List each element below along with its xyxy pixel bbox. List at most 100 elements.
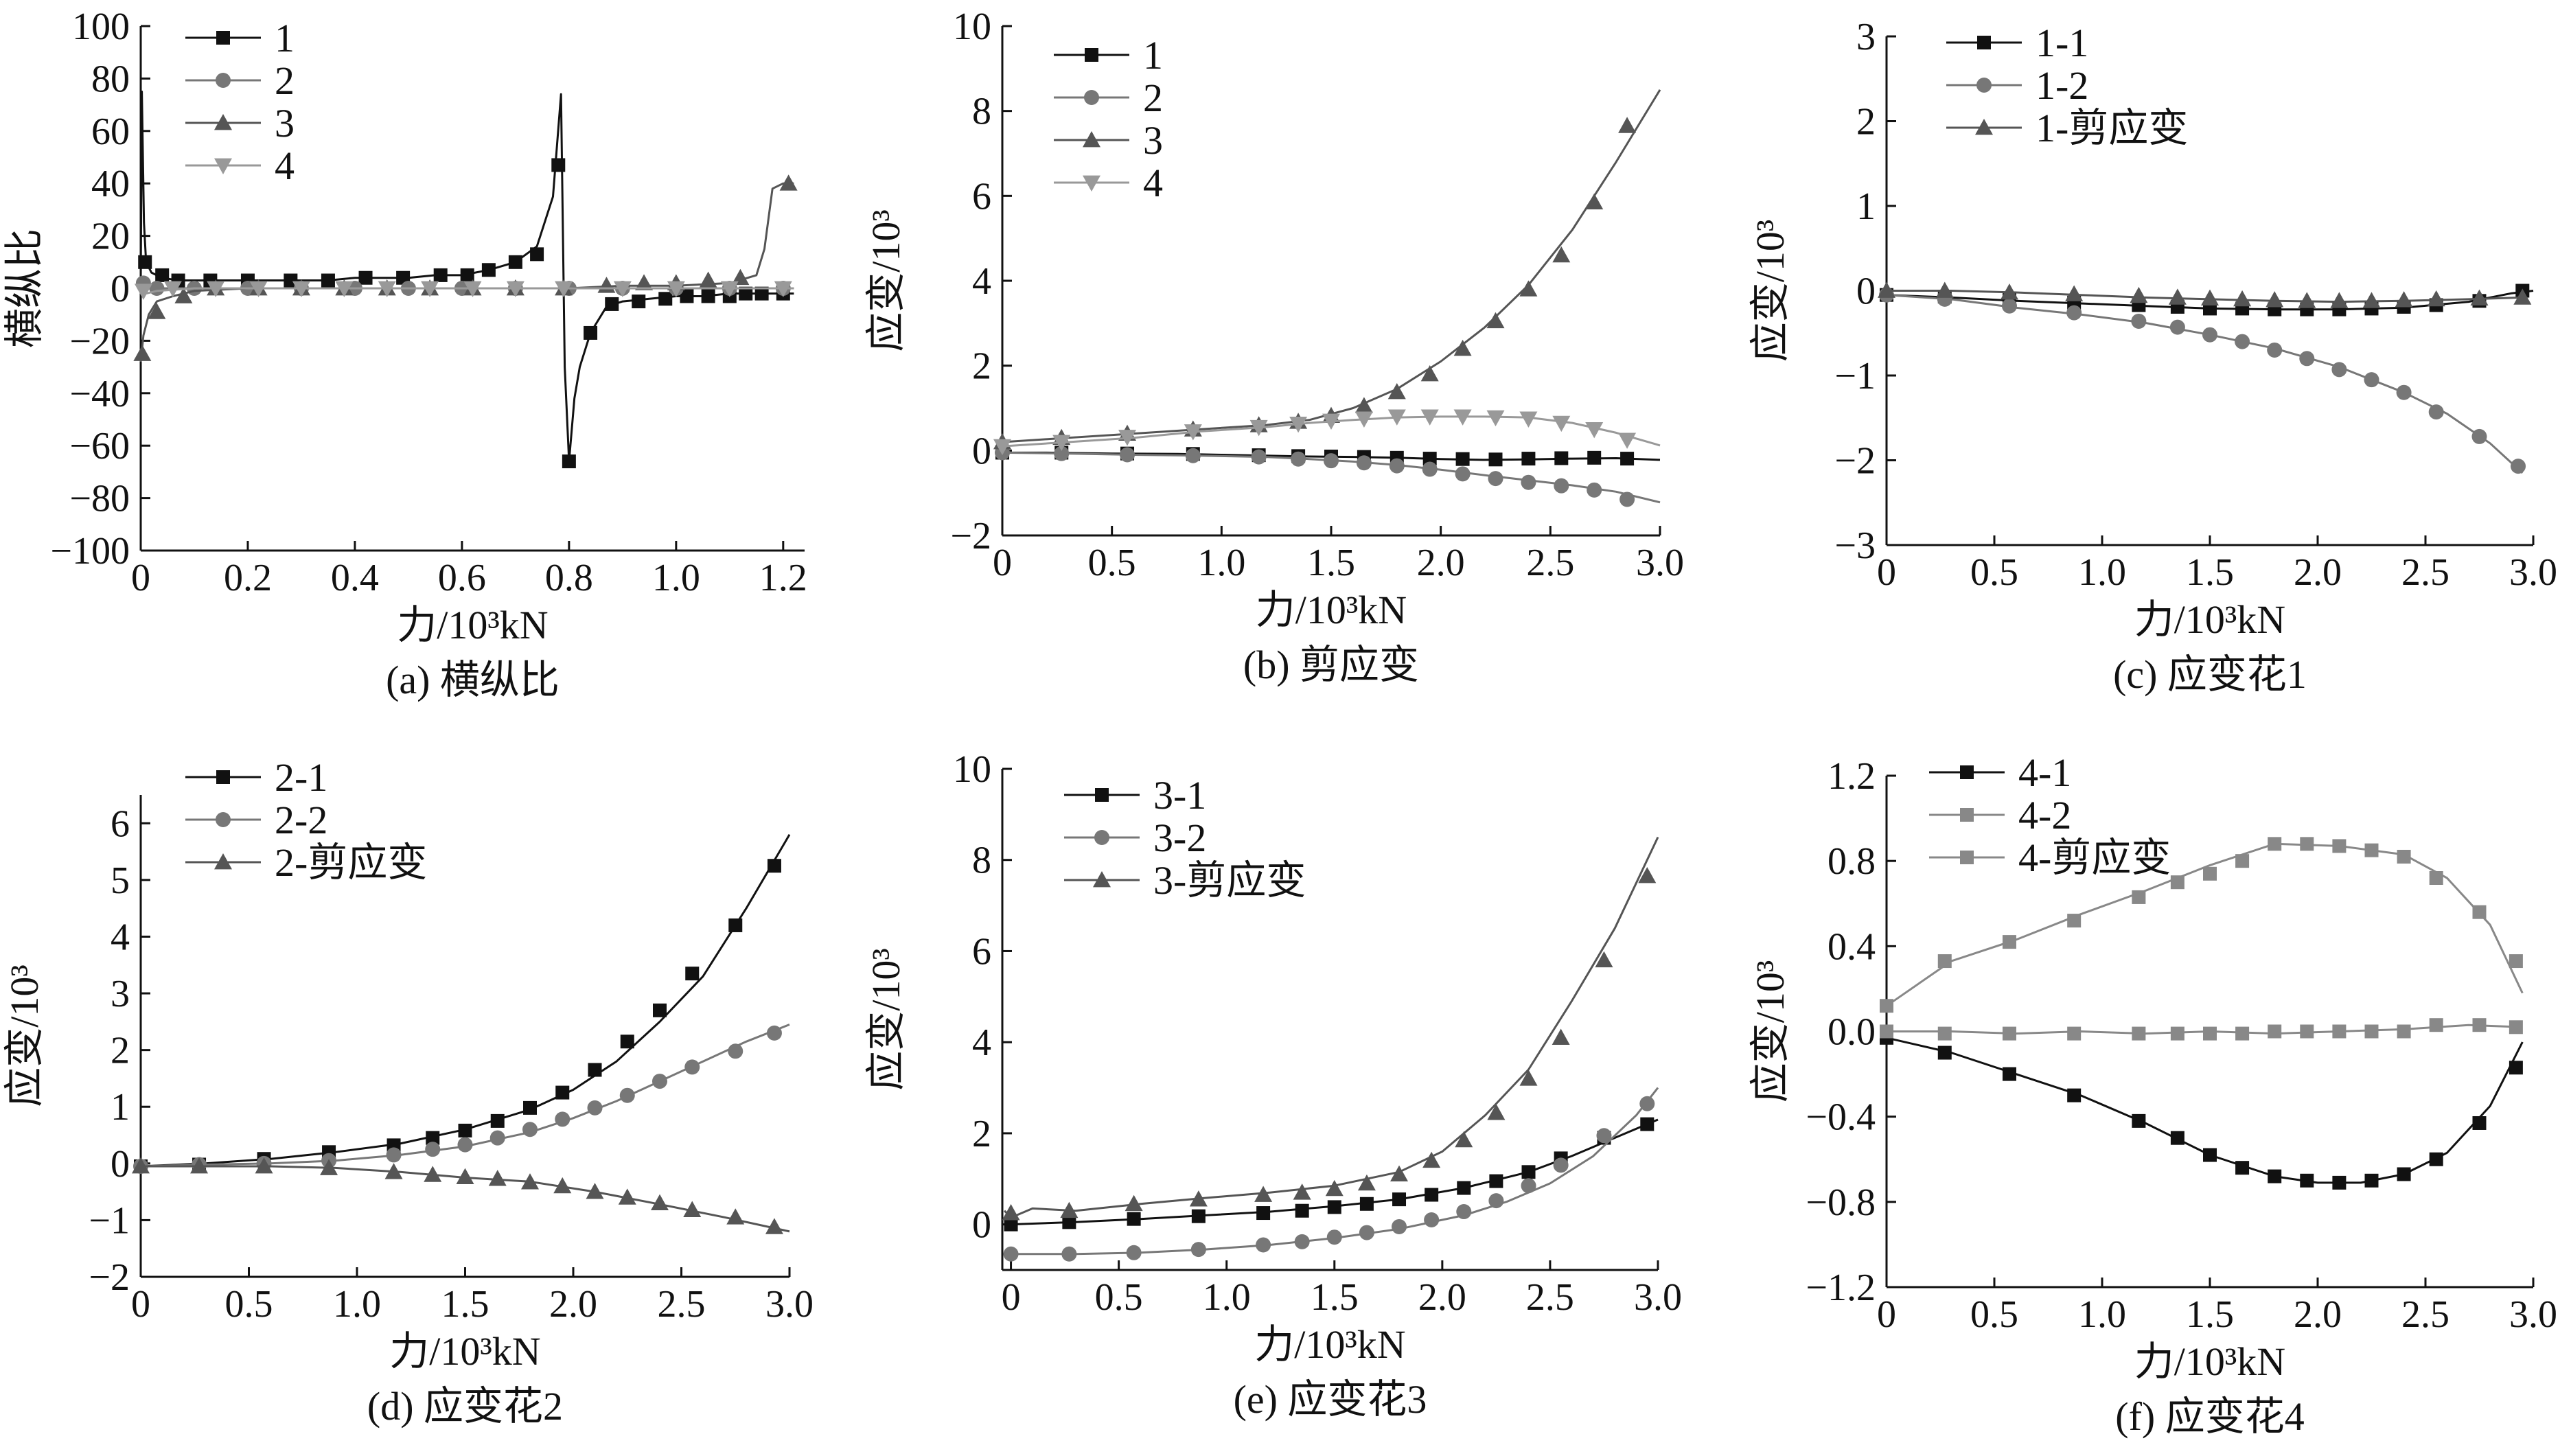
data-point	[2397, 849, 2411, 864]
data-point	[2471, 428, 2487, 444]
data-point	[2472, 905, 2487, 919]
y-tick-label: 3	[1856, 16, 1876, 58]
legend-label: 2	[275, 58, 295, 103]
data-point	[2066, 305, 2082, 321]
data-point	[1618, 432, 1637, 449]
data-point	[2202, 327, 2217, 343]
legend-marker	[216, 31, 230, 45]
data-point	[562, 454, 576, 469]
x-tick-label: 1.0	[1197, 542, 1245, 584]
data-point	[384, 1163, 403, 1179]
data-point	[2300, 837, 2314, 851]
y-tick-label: −2	[1834, 440, 1876, 483]
data-point	[2130, 286, 2148, 303]
y-tick-label: 40	[91, 163, 130, 205]
data-point	[320, 1159, 338, 1175]
x-tick-label: 1.5	[2186, 1293, 2234, 1336]
x-tick-label: 0	[131, 1283, 150, 1326]
data-point	[1519, 411, 1538, 428]
data-point	[1618, 117, 1637, 133]
data-point	[1552, 415, 1571, 432]
data-point	[463, 281, 482, 297]
legend-label: 4	[1143, 161, 1163, 205]
data-point	[1937, 1026, 1952, 1041]
data-point	[1125, 1194, 1143, 1212]
x-axis-label: 力/10³kN	[1254, 1322, 1405, 1367]
legend-marker	[1083, 175, 1100, 192]
data-point	[1249, 419, 1268, 437]
data-point	[1325, 1179, 1344, 1197]
data-point	[2397, 1024, 2411, 1039]
x-tick-label: 1.0	[333, 1283, 381, 1326]
data-point	[1521, 1165, 1536, 1179]
data-point	[2332, 839, 2347, 853]
data-point	[321, 273, 335, 288]
panel-caption: (a) 横纵比	[386, 658, 560, 702]
data-point	[726, 1208, 745, 1225]
y-tick-label: 8	[972, 840, 991, 882]
data-point	[1289, 416, 1308, 433]
legend-label: 2	[1143, 76, 1163, 120]
data-point	[2300, 1024, 2314, 1039]
data-point	[2067, 1026, 2082, 1041]
data-point	[521, 1173, 539, 1190]
data-point	[1002, 1204, 1020, 1221]
y-tick-label: 2	[1856, 101, 1876, 143]
data-point	[1294, 1234, 1310, 1249]
data-point	[1488, 1193, 1504, 1209]
data-point	[506, 281, 524, 297]
y-axis-label: 应变/10³	[1748, 960, 1792, 1103]
data-point	[1486, 410, 1505, 427]
data-point	[2268, 1024, 2282, 1039]
data-point	[1552, 246, 1571, 263]
x-tick-label: 3.0	[765, 1283, 814, 1326]
legend-marker	[1095, 788, 1109, 802]
data-point	[632, 294, 646, 309]
x-tick-label: 0.8	[545, 557, 593, 599]
data-point	[2203, 866, 2217, 881]
data-point	[2364, 1173, 2379, 1188]
chart-panel-1: 0 0.2 0.4 0.6 0.8 1.0 1.2 −100 −80 −60 −40 −20 0 20 40…	[2, 5, 807, 702]
data-point	[1189, 1190, 1208, 1207]
data-point	[1880, 999, 1893, 1013]
data-point	[651, 1194, 669, 1211]
data-point	[774, 281, 792, 297]
data-point	[739, 286, 753, 301]
data-point	[148, 303, 166, 319]
data-point	[555, 1111, 570, 1127]
data-point	[731, 268, 750, 286]
legend-label: 4-剪应变	[2018, 835, 2171, 880]
data-point	[1191, 1209, 1206, 1223]
data-point	[685, 967, 700, 981]
data-point	[425, 1142, 441, 1157]
data-point	[2299, 351, 2315, 367]
data-point	[132, 1157, 150, 1174]
data-point	[2170, 1026, 2184, 1041]
data-point	[1326, 1229, 1342, 1245]
x-tick-label: 0.6	[438, 557, 486, 599]
y-tick-label: 8	[972, 91, 991, 133]
legend-label: 3-剪应变	[1153, 858, 1306, 903]
data-point	[508, 255, 522, 269]
data-point	[1488, 452, 1503, 467]
data-point	[1552, 1028, 1570, 1045]
data-point	[149, 281, 165, 296]
data-point	[1359, 1197, 1374, 1211]
data-point	[2235, 854, 2250, 868]
y-tick-label: 0.0	[1828, 1011, 1876, 1054]
data-point	[1519, 1070, 1538, 1086]
legend-marker	[1094, 830, 1109, 845]
data-point	[1127, 1212, 1141, 1226]
data-point	[249, 281, 268, 297]
data-point	[1003, 1246, 1019, 1262]
data-point	[1519, 280, 1538, 297]
legend-marker	[214, 114, 232, 130]
data-point	[1357, 1174, 1376, 1191]
data-point	[1639, 1096, 1655, 1111]
panel-caption: (f) 应变花4	[2115, 1394, 2304, 1439]
data-point	[680, 289, 694, 303]
data-point	[358, 270, 373, 285]
panel-caption: (d) 应变花2	[367, 1384, 563, 1429]
data-point	[1619, 492, 1635, 507]
